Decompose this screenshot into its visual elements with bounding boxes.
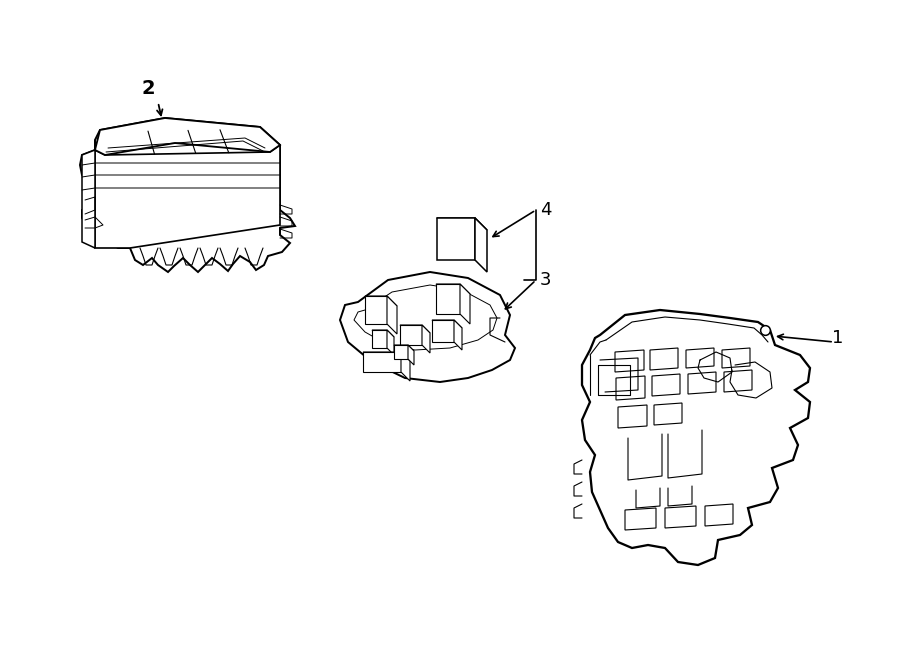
Polygon shape [400, 325, 430, 333]
Polygon shape [365, 296, 397, 306]
Polygon shape [460, 284, 470, 324]
Polygon shape [394, 345, 414, 351]
Text: 2: 2 [141, 79, 155, 98]
Polygon shape [365, 296, 387, 324]
Polygon shape [340, 272, 515, 382]
Text: 1: 1 [832, 329, 843, 347]
Polygon shape [387, 330, 394, 355]
Polygon shape [363, 352, 410, 361]
Text: 4: 4 [540, 201, 552, 219]
Polygon shape [582, 310, 810, 565]
Polygon shape [372, 330, 394, 337]
Polygon shape [408, 345, 414, 365]
Polygon shape [400, 325, 422, 345]
Polygon shape [436, 284, 470, 294]
Polygon shape [436, 284, 460, 314]
Polygon shape [95, 118, 280, 155]
Polygon shape [372, 330, 387, 348]
Polygon shape [437, 218, 487, 230]
Polygon shape [363, 352, 401, 372]
Polygon shape [432, 320, 462, 328]
Polygon shape [437, 218, 475, 260]
Polygon shape [95, 145, 280, 248]
Text: 3: 3 [540, 271, 552, 289]
Polygon shape [387, 296, 397, 334]
Polygon shape [401, 352, 410, 381]
Polygon shape [454, 320, 462, 350]
Polygon shape [80, 118, 295, 272]
Polygon shape [432, 320, 454, 342]
Polygon shape [475, 218, 487, 272]
Polygon shape [422, 325, 430, 353]
Polygon shape [82, 150, 95, 248]
Polygon shape [394, 345, 408, 359]
